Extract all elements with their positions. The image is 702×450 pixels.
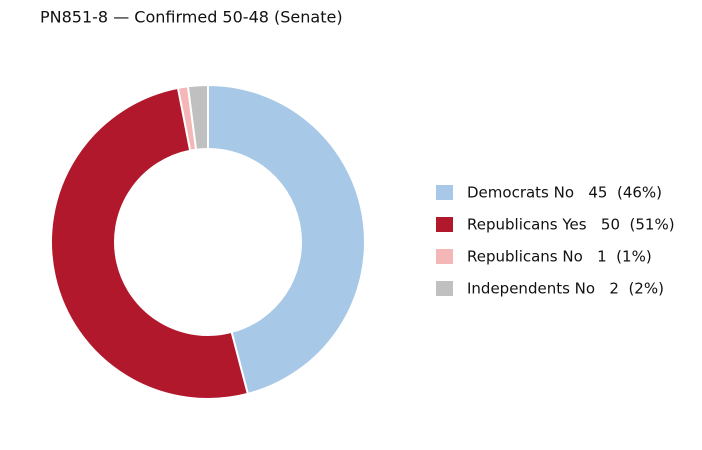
legend-label: Republicans No 1 (1%) <box>467 248 652 266</box>
legend-label: Republicans Yes 50 (51%) <box>467 216 675 234</box>
legend-swatch <box>436 249 453 264</box>
legend-label: Independents No 2 (2%) <box>467 280 664 298</box>
donut-slice <box>186 83 209 151</box>
legend-swatch <box>436 185 453 200</box>
legend-label: Democrats No 45 (46%) <box>467 184 662 202</box>
chart-title: PN851-8 — Confirmed 50-48 (Senate) <box>40 8 343 27</box>
donut-slice <box>49 86 250 400</box>
donut-slice <box>207 83 366 396</box>
legend-swatch <box>436 281 453 296</box>
legend-swatch <box>436 217 453 232</box>
